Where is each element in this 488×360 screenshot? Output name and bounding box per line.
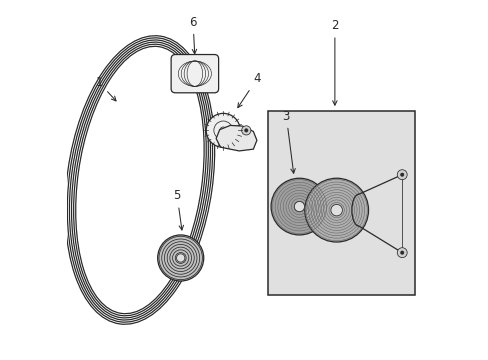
Circle shape (330, 204, 342, 216)
Circle shape (396, 248, 407, 258)
Circle shape (400, 173, 403, 176)
Circle shape (294, 202, 304, 212)
Text: 6: 6 (189, 16, 197, 54)
Circle shape (241, 126, 250, 135)
Circle shape (304, 178, 368, 242)
Bar (267, 111, 414, 295)
Text: 2: 2 (330, 19, 338, 105)
FancyBboxPatch shape (171, 54, 218, 93)
Circle shape (396, 170, 407, 180)
Text: 1: 1 (95, 76, 116, 101)
Circle shape (176, 254, 184, 262)
Circle shape (244, 129, 247, 132)
Polygon shape (216, 125, 256, 151)
Circle shape (270, 178, 327, 235)
Text: 3: 3 (282, 110, 295, 173)
Text: 4: 4 (237, 72, 260, 108)
Circle shape (157, 235, 203, 281)
Circle shape (400, 251, 403, 255)
Circle shape (213, 121, 232, 140)
Circle shape (206, 113, 240, 147)
Circle shape (220, 127, 226, 134)
Text: 5: 5 (173, 189, 183, 230)
